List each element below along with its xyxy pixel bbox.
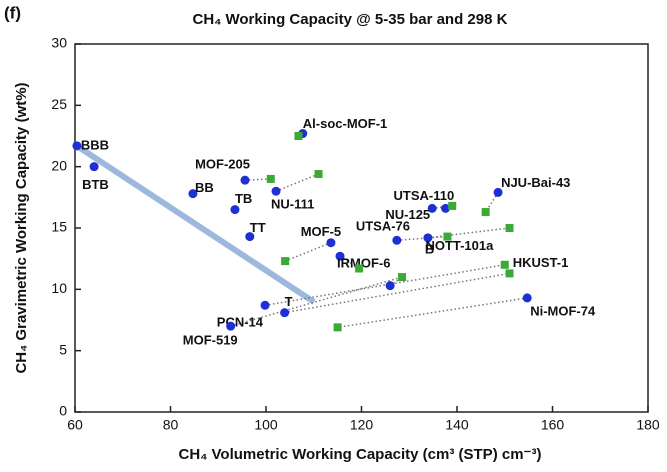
y-tick-label: 25 (51, 96, 67, 112)
circle-point (271, 186, 281, 196)
square-point (294, 132, 303, 140)
circle-point (385, 281, 395, 291)
connector (284, 242, 332, 262)
point-label: NU-111 (271, 197, 314, 212)
circle-point (392, 235, 402, 245)
circle-point (188, 189, 198, 199)
square-point (481, 208, 490, 217)
circle-point (493, 187, 503, 197)
trend-line (75, 143, 316, 305)
connector (264, 264, 505, 307)
circle-point (423, 233, 433, 243)
point-label: MOF-5 (301, 224, 341, 239)
point-label: TB (235, 191, 252, 206)
square-point (333, 323, 342, 332)
circle-point (326, 238, 336, 248)
point-label: T (285, 294, 293, 309)
x-tick-label: 180 (636, 417, 660, 433)
x-tick-label: 80 (163, 417, 179, 433)
point-label: UTSA-76 (356, 219, 410, 234)
connector (275, 173, 319, 192)
circle-point (260, 300, 270, 310)
circle-point (427, 203, 437, 213)
y-tick-label: 20 (51, 157, 67, 173)
y-tick-label: 0 (59, 403, 67, 419)
point-label: MOF-519 (183, 333, 238, 348)
point-label: BB (195, 180, 214, 195)
connector (230, 276, 403, 327)
circle-point (245, 232, 255, 242)
square-point (281, 257, 290, 266)
square-point (448, 201, 457, 210)
circle-point (89, 162, 99, 172)
point-label: NJU-Bai-43 (501, 175, 570, 190)
x-tick-label: 140 (445, 417, 469, 433)
point-label: Ni-MOF-74 (530, 303, 596, 318)
x-tick-label: 160 (541, 417, 565, 433)
square-point (505, 269, 514, 278)
y-axis-label: CH₄ Gravimetric Working Capacity (wt%) (13, 82, 30, 373)
circle-point (441, 203, 451, 213)
x-tick-label: 100 (254, 417, 278, 433)
y-tick-label: 10 (51, 280, 67, 296)
square-point (266, 174, 275, 183)
x-axis-label: CH₄ Volumetric Working Capacity (cm³ (ST… (179, 446, 542, 463)
point-label: NU-125 (385, 207, 430, 222)
connector (427, 227, 510, 239)
circle-point (72, 141, 82, 151)
point-label: BTB (82, 177, 109, 192)
circle-point (280, 308, 290, 318)
circle-point (522, 293, 532, 303)
connector (396, 235, 448, 242)
y-tick-label: 5 (59, 341, 67, 357)
y-tick-label: 30 (51, 35, 67, 51)
square-point (500, 260, 509, 269)
point-label: Al-soc-MOF-1 (303, 116, 388, 131)
chart-title: CH₄ Working Capacity @ 5-35 bar and 298 … (193, 11, 508, 28)
point-label: NOTT-101a (425, 238, 494, 253)
point-label: UTSA-110 (394, 188, 455, 203)
point-label: MOF-205 (195, 157, 250, 172)
point-label: IRMOF-6 (337, 256, 390, 271)
square-point (398, 273, 407, 282)
circle-point (240, 175, 250, 185)
x-tick-label: 60 (67, 417, 83, 433)
x-tick-label: 120 (350, 417, 374, 433)
square-point (355, 264, 364, 273)
point-label: BBB (81, 137, 109, 152)
point-label: B (425, 241, 434, 256)
panel-label: (f) (4, 3, 21, 22)
square-point (443, 232, 452, 241)
circle-point (335, 251, 345, 261)
square-point (314, 170, 323, 179)
point-label: PCN-14 (217, 315, 264, 330)
point-label: HKUST-1 (513, 255, 569, 270)
square-point (505, 224, 514, 232)
circle-point (226, 321, 236, 331)
circle-point (230, 205, 240, 215)
y-tick-label: 15 (51, 219, 67, 235)
connector (337, 297, 528, 329)
point-label: TT (250, 220, 266, 235)
